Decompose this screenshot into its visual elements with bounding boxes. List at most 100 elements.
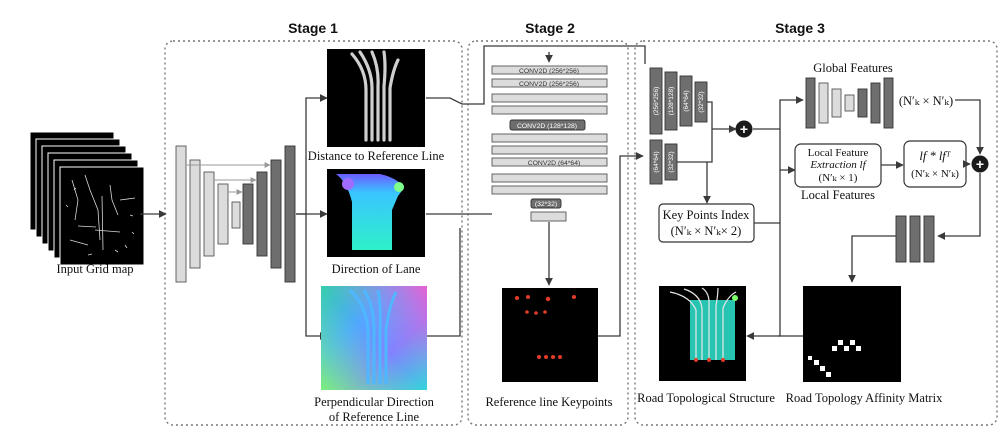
local-features-label: Local Features — [801, 188, 875, 202]
arrow-bottom-to-plus — [677, 129, 713, 163]
stage3-title: Stage 3 — [775, 20, 825, 36]
s2-layer-3-label: CONV2D (128*128) — [517, 123, 577, 130]
perpendicular-label-line2: of Reference Line — [329, 410, 420, 424]
s2-bar-1 — [491, 65, 608, 75]
unet-enc-1 — [175, 145, 187, 283]
s2-bar-9 — [491, 185, 608, 195]
road-structure-label: Road Topological Structure — [637, 391, 775, 405]
arrow-plus2-to-decoder — [937, 173, 981, 240]
s3-enc-64-label: (64*64) — [683, 90, 690, 111]
distance-map-image — [327, 49, 425, 147]
conn-keypoints-to-stage3 — [598, 152, 644, 337]
arrow-global-to-plus2 — [955, 99, 984, 155]
distance-label: Distance to Reference Line — [308, 149, 445, 163]
keypoints-index-line1: Key Points Index — [663, 208, 751, 222]
global-dim-label: (N′ₖ × N′ₖ) — [899, 94, 953, 108]
stage1-box — [164, 40, 463, 426]
unet-dec-2 — [256, 171, 268, 257]
unet-enc-3 — [203, 171, 215, 257]
direction-label: Direction of Lane — [332, 262, 421, 276]
global-features-label: Global Features — [813, 61, 893, 75]
unet-dec-3 — [270, 159, 282, 269]
conn-keypoint-index-up — [754, 170, 781, 224]
s2-conv-32-chip — [530, 198, 562, 209]
s3-enc-64 — [679, 75, 693, 127]
product-line1: lf * lfᵀ — [919, 149, 951, 163]
plus-node-2-symbol: + — [976, 156, 984, 172]
s2-layer-5-label: (32*32) — [535, 201, 557, 208]
s2-bar-3 — [491, 93, 608, 103]
gf-6 — [870, 82, 881, 124]
s3-enc-256-label: (256*256) — [653, 87, 660, 116]
conn-distance-to-stage3 — [426, 45, 646, 105]
direction-map-image — [327, 169, 425, 257]
unet-enc-4 — [217, 183, 229, 245]
arrow-to-local — [779, 129, 796, 174]
dec-bar-3 — [923, 215, 935, 263]
global-features-bars — [805, 77, 894, 129]
perpendicular-map-image — [321, 286, 427, 390]
affinity-label: Road Topology Affinity Matrix — [786, 391, 943, 405]
s3-enc-128 — [664, 71, 678, 131]
stage2-box — [467, 40, 629, 426]
unet-dec-4 — [284, 145, 296, 283]
product-box — [903, 140, 967, 188]
gf-1 — [805, 77, 816, 129]
plus-node-1-symbol: + — [740, 121, 748, 137]
product-line2: (N′ₖ × N′ₖ) — [911, 168, 959, 180]
s2-bar-4 — [491, 105, 608, 115]
stage2-layers: CONV2D (256*256) CONV2D (256*256) CONV2D… — [491, 65, 608, 222]
input-label: Input Grid map — [56, 262, 133, 276]
s2-conv-128-chip — [509, 119, 586, 131]
local-box-line1: Local Feature — [808, 147, 869, 159]
plus-node-1 — [735, 120, 753, 138]
s2-bar-7 — [491, 157, 608, 167]
local-box-line2: Extraction lf — [809, 159, 867, 171]
arrow-top-to-plus — [707, 101, 737, 133]
input-grid-map-stack — [29, 131, 145, 266]
unet-enc-2 — [189, 159, 201, 269]
perpendicular-label-line1: Perpendicular Direction — [314, 395, 434, 409]
s3-enc-32-label: (32*32) — [698, 91, 705, 112]
s2-bar-6 — [491, 145, 608, 155]
unet-bottleneck — [231, 201, 241, 229]
gf-2 — [818, 82, 829, 124]
road-structure-image — [659, 286, 746, 381]
grid-map-speckle — [65, 174, 136, 256]
stage1-unet — [175, 145, 296, 283]
s2-layer-4-label: CONV2D (64*64) — [528, 160, 581, 167]
s3-enc2-64 — [649, 139, 663, 185]
dec-bar-2 — [909, 215, 921, 263]
gf-3 — [831, 88, 842, 118]
affinity-matrix-image — [803, 286, 901, 382]
arrow-decoder-to-affinity — [848, 235, 896, 283]
stage3-encoder: (256*256) (128*128) (64*64) (32*32) (64*… — [649, 67, 708, 185]
arrow-to-global — [753, 96, 804, 130]
local-box-line3: (N′ₖ × 1) — [819, 172, 858, 184]
s2-layer-1-label: CONV2D (256*256) — [519, 68, 579, 75]
affinity-decoder-bars — [895, 215, 935, 263]
stage2-title: Stage 2 — [525, 20, 575, 36]
s2-bar-5 — [491, 133, 608, 143]
s2-bar-8 — [491, 173, 608, 183]
gf-5 — [857, 88, 868, 118]
dec-bar-1 — [895, 215, 907, 263]
s2-bar-2 — [491, 78, 608, 88]
keypoints-image — [502, 288, 598, 382]
s3-enc2-64-label: (64*64) — [653, 151, 660, 172]
gf-4 — [844, 94, 855, 112]
stage3-box — [634, 40, 998, 426]
unet-dec-1 — [242, 183, 254, 245]
s2-bar-final — [530, 211, 567, 222]
s3-enc-128-label: (128*128) — [668, 87, 675, 116]
conn-perpendicular-up — [427, 228, 461, 337]
s2-layer-2-label: CONV2D (256*256) — [519, 81, 579, 88]
plus-node-2 — [971, 155, 989, 173]
gf-7 — [883, 77, 894, 129]
s3-enc-256 — [649, 67, 663, 135]
arrow-to-perpendicular — [305, 214, 328, 340]
keypoints-index-line2: (N′ₖ × N′ₖ× 2) — [671, 224, 742, 238]
s3-enc2-32-label: (32*32) — [668, 151, 675, 172]
stage1-title: Stage 1 — [288, 20, 338, 36]
